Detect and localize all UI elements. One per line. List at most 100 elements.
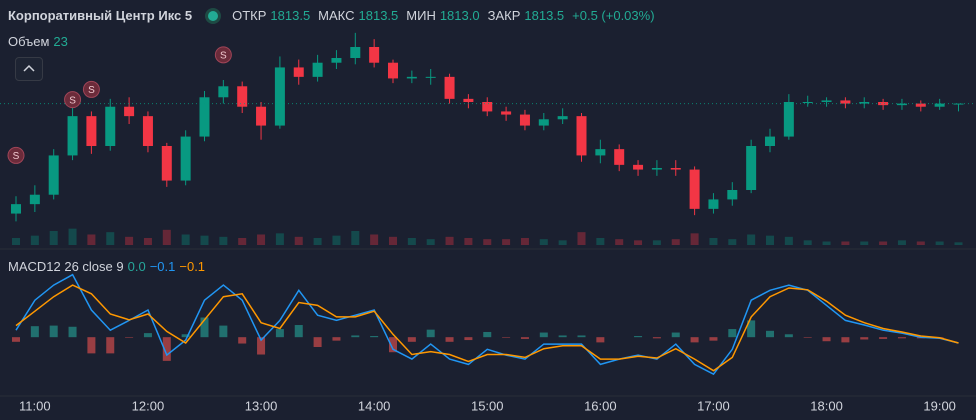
candle-body (48, 155, 59, 195)
candle-body (86, 116, 97, 146)
volume-bar (407, 238, 416, 245)
x-tick-label: 17:00 (697, 398, 730, 413)
volume-label: Объем (8, 34, 50, 49)
histogram-bar (200, 317, 209, 338)
macd-legend: MACD12 26 close 9 0.0 −0.1 −0.1 (8, 259, 209, 274)
volume-bar (219, 236, 228, 245)
candle-body (915, 103, 926, 107)
volume-bar (897, 240, 906, 245)
volume-bar (822, 241, 831, 245)
histogram-bar (257, 337, 266, 355)
candle-body (350, 47, 361, 58)
candle-body (199, 97, 210, 137)
volume-bar (671, 239, 680, 245)
candle-body (444, 76, 455, 99)
candle-body (482, 102, 493, 112)
candle-body (651, 168, 662, 170)
candle-body (576, 116, 587, 156)
candle-body (614, 149, 625, 165)
ohlc-value: 1813.5 (270, 8, 311, 23)
candle-body (783, 102, 794, 137)
candle-body (501, 111, 512, 115)
candle-body (689, 169, 700, 209)
candle-body (802, 102, 813, 103)
histogram-bar (652, 337, 661, 339)
histogram-bar (464, 337, 473, 341)
candle-body (237, 86, 248, 107)
candle-body (934, 103, 945, 107)
volume-bar (87, 234, 96, 245)
candle-body (274, 67, 285, 126)
collapse-button[interactable] (15, 57, 43, 81)
candle-body (256, 106, 267, 126)
volume-bar (49, 231, 58, 245)
status-dot (208, 10, 219, 21)
candle-body (727, 190, 738, 200)
histogram-bar (125, 337, 134, 338)
histogram-bar (313, 337, 322, 348)
candle-body (161, 146, 172, 181)
histogram-bar (577, 335, 586, 338)
histogram-bar (370, 336, 379, 338)
volume-bar (766, 235, 774, 245)
candle-body (953, 103, 964, 105)
change: +0.5 (+0.03%) (572, 8, 655, 23)
volume-bar (12, 238, 20, 245)
histogram-bar (634, 336, 643, 338)
candle-body (369, 47, 380, 63)
histogram-bar (238, 337, 247, 344)
volume-bar (841, 241, 850, 245)
histogram-bar (12, 337, 20, 342)
candle-body (463, 98, 474, 102)
histogram-bar (558, 335, 567, 338)
volume-bar (520, 238, 529, 245)
sell-marker-label: S (88, 85, 95, 96)
histogram-bar (822, 337, 831, 342)
macd-value: −0.1 (149, 259, 176, 274)
histogram-bar (426, 329, 435, 338)
volume-bar (634, 240, 643, 245)
histogram-bar (502, 337, 511, 338)
candle-body (765, 136, 775, 146)
candle-body (746, 146, 757, 190)
histogram-bar (671, 332, 680, 338)
volume-bar (879, 241, 888, 245)
volume-bar (30, 235, 39, 245)
volume-bar (954, 242, 963, 245)
volume-bar (935, 241, 944, 245)
volume-bar (483, 239, 492, 245)
volume-bar (389, 236, 397, 245)
header: Корпоративный Центр Икс 5 ОТКР 1813.5 МАК… (8, 8, 663, 23)
volume-legend: Объем 23 (8, 34, 76, 49)
candle-body (293, 67, 304, 77)
candle-body (29, 194, 40, 205)
volume-bar (916, 241, 925, 245)
volume-bar (596, 238, 605, 245)
volume-bar (238, 238, 247, 245)
histogram-bar (841, 337, 850, 343)
candle-body (859, 102, 870, 104)
volume-bar (577, 232, 586, 245)
volume-bar (860, 241, 869, 245)
histogram-bar (803, 337, 812, 338)
volume-bar (615, 239, 624, 245)
x-tick-label: 12:00 (132, 398, 165, 413)
histogram-bar (332, 337, 341, 341)
histogram-bar (690, 337, 699, 343)
candle-body (840, 100, 851, 104)
volume-bar (200, 235, 209, 245)
volume-bar (106, 232, 115, 245)
histogram-bar (275, 329, 284, 338)
histogram-bar (294, 325, 303, 338)
x-tick-label: 18:00 (810, 398, 843, 413)
candle-body (11, 204, 21, 214)
candle-body (821, 100, 832, 102)
ohlc-value: 1813.5 (524, 8, 565, 23)
candle-body (218, 86, 229, 98)
volume-bar (558, 240, 567, 245)
sell-marker (214, 46, 232, 64)
candle-body (388, 62, 398, 79)
volume-bar (162, 229, 171, 245)
candle-body (519, 114, 530, 126)
